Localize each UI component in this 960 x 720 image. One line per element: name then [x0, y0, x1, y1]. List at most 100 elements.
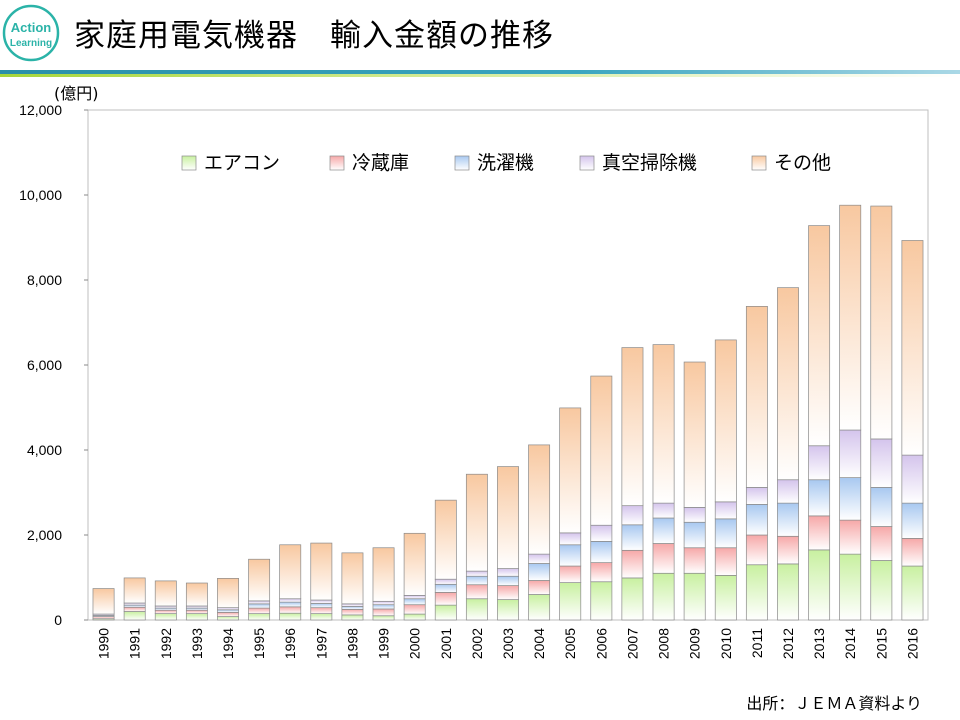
bar-segment-2011-エアコン — [745, 564, 768, 621]
bar-segment-2004-エアコン — [528, 594, 551, 621]
title-underline-light — [0, 74, 960, 77]
bar-segment-2011-真空掃除機 — [745, 487, 768, 505]
bar-segment-2007-エアコン — [621, 577, 644, 621]
bar-segment-1993-その他 — [185, 582, 208, 607]
x-tick-label: 2012 — [780, 628, 796, 659]
x-tick-label: 2006 — [593, 628, 609, 659]
bar-segment-2014-冷蔵庫 — [839, 519, 862, 555]
bar-segment-2008-エアコン — [652, 572, 675, 621]
page-title: 家庭用電気機器 輸入金額の推移 — [74, 18, 554, 54]
bar-segment-1991-その他 — [123, 577, 146, 604]
bar-segment-2012-その他 — [777, 287, 799, 481]
bar-segment-1998-エアコン — [341, 614, 364, 621]
bar-segment-2001-真空掃除機 — [434, 578, 457, 585]
legend-label: その他 — [774, 152, 831, 174]
bar-segment-1991-エアコン — [123, 611, 146, 621]
bar-segment-2012-エアコン — [777, 563, 799, 621]
bar-segment-1997-その他 — [310, 542, 333, 601]
bar-segment-2002-エアコン — [465, 598, 488, 621]
bar-segment-2000-洗濯機 — [403, 598, 426, 606]
bar-segment-2001-洗濯機 — [434, 583, 457, 593]
bar-segment-1997-真空掃除機 — [310, 599, 333, 604]
x-tick-label: 1997 — [313, 628, 329, 659]
bar-segment-1995-エアコン — [248, 613, 271, 621]
bar-segment-2015-冷蔵庫 — [870, 526, 893, 561]
bar-segment-2003-冷蔵庫 — [497, 585, 519, 600]
bar-segment-1999-冷蔵庫 — [372, 608, 395, 617]
bar-segment-2000-冷蔵庫 — [403, 604, 426, 615]
y-axis-unit-label: (億円) — [54, 84, 99, 103]
bar-segment-1996-洗濯機 — [279, 601, 302, 608]
bar-segment-2000-エアコン — [403, 613, 426, 621]
bar-segment-2014-洗濯機 — [839, 477, 862, 521]
bar-segment-2012-真空掃除機 — [777, 479, 799, 504]
x-tick-label: 1990 — [96, 628, 112, 659]
bar-segment-1998-その他 — [341, 552, 364, 605]
action-learning-logo: Action Learning — [2, 4, 60, 62]
bar-segment-2002-冷蔵庫 — [465, 584, 488, 600]
bar-segment-2004-その他 — [528, 444, 551, 555]
bar-segment-2002-真空掃除機 — [465, 570, 488, 577]
bar-segment-2007-洗濯機 — [621, 524, 644, 551]
x-tick-label: 2001 — [438, 628, 454, 659]
bar-segment-1993-エアコン — [185, 613, 208, 621]
bar-segment-1995-洗濯機 — [248, 603, 271, 609]
bar-segment-2011-洗濯機 — [745, 504, 768, 536]
x-tick-label: 1999 — [376, 628, 392, 659]
x-tick-label: 2007 — [624, 628, 640, 659]
svg-text:Learning: Learning — [10, 38, 52, 49]
x-tick-label: 2008 — [656, 628, 672, 659]
bar-segment-2011-その他 — [745, 306, 768, 488]
legend-label: 真空掃除機 — [602, 152, 697, 174]
bar-segment-2015-その他 — [870, 205, 893, 440]
legend-swatch-冷蔵庫 — [329, 155, 345, 171]
legend-label: 洗濯機 — [477, 152, 534, 174]
x-tick-label: 1993 — [189, 628, 205, 659]
bar-segment-2006-エアコン — [590, 581, 613, 621]
bar-segment-2005-その他 — [559, 407, 582, 534]
bar-segment-1998-真空掃除機 — [341, 603, 364, 607]
bar-segment-1994-エアコン — [217, 616, 239, 621]
bar-segment-2004-洗濯機 — [528, 563, 551, 581]
x-tick-label: 2000 — [407, 628, 423, 659]
bar-segment-2006-冷蔵庫 — [590, 562, 613, 583]
x-tick-label: 2013 — [811, 628, 827, 659]
x-tick-label: 2016 — [904, 628, 920, 659]
x-tick-label: 2011 — [749, 628, 765, 658]
bar-segment-1996-エアコン — [279, 612, 302, 621]
bar-segment-2002-その他 — [465, 473, 488, 572]
bar-segment-2004-冷蔵庫 — [528, 580, 551, 595]
bar-segment-2013-エアコン — [808, 549, 831, 621]
bar-segment-2005-真空掃除機 — [559, 532, 582, 546]
bar-segment-1997-洗濯機 — [310, 603, 333, 609]
bar-segment-2010-洗濯機 — [714, 518, 737, 549]
bar-segment-1991-冷蔵庫 — [123, 606, 146, 612]
bar-segment-2010-冷蔵庫 — [714, 547, 737, 576]
bar-segment-2002-洗濯機 — [465, 575, 488, 586]
y-tick-label: 6,000 — [27, 357, 62, 373]
y-tick-label: 2,000 — [27, 527, 62, 543]
legend-swatch-エアコン — [181, 155, 197, 171]
bar-segment-2010-エアコン — [714, 575, 737, 621]
x-tick-label: 2009 — [687, 628, 703, 659]
x-tick-label: 2014 — [842, 628, 858, 659]
bar-segment-2011-冷蔵庫 — [745, 534, 768, 566]
bar-segment-2008-その他 — [652, 344, 675, 504]
x-tick-label: 2004 — [531, 628, 547, 659]
bar-segment-1996-真空掃除機 — [279, 598, 302, 603]
bar-segment-1998-冷蔵庫 — [341, 609, 364, 616]
bar-segment-2014-その他 — [839, 204, 862, 431]
bar-segment-2005-冷蔵庫 — [559, 565, 582, 583]
source-note: 出所：ＪＥＭＡ資料より — [746, 694, 922, 713]
bar-segment-2006-真空掃除機 — [590, 524, 613, 542]
bar-segment-1993-冷蔵庫 — [185, 609, 208, 614]
bar-segment-2014-真空掃除機 — [839, 429, 862, 478]
bar-segment-2006-その他 — [590, 375, 613, 526]
bar-segment-2013-冷蔵庫 — [808, 515, 831, 551]
bar-segment-2005-洗濯機 — [559, 544, 582, 567]
bar-segment-2015-エアコン — [870, 560, 893, 621]
bar-segment-2016-真空掃除機 — [901, 454, 924, 504]
svg-text:Action: Action — [11, 20, 52, 35]
x-tick-label: 2003 — [500, 628, 516, 659]
bar-segment-2000-真空掃除機 — [403, 594, 426, 600]
